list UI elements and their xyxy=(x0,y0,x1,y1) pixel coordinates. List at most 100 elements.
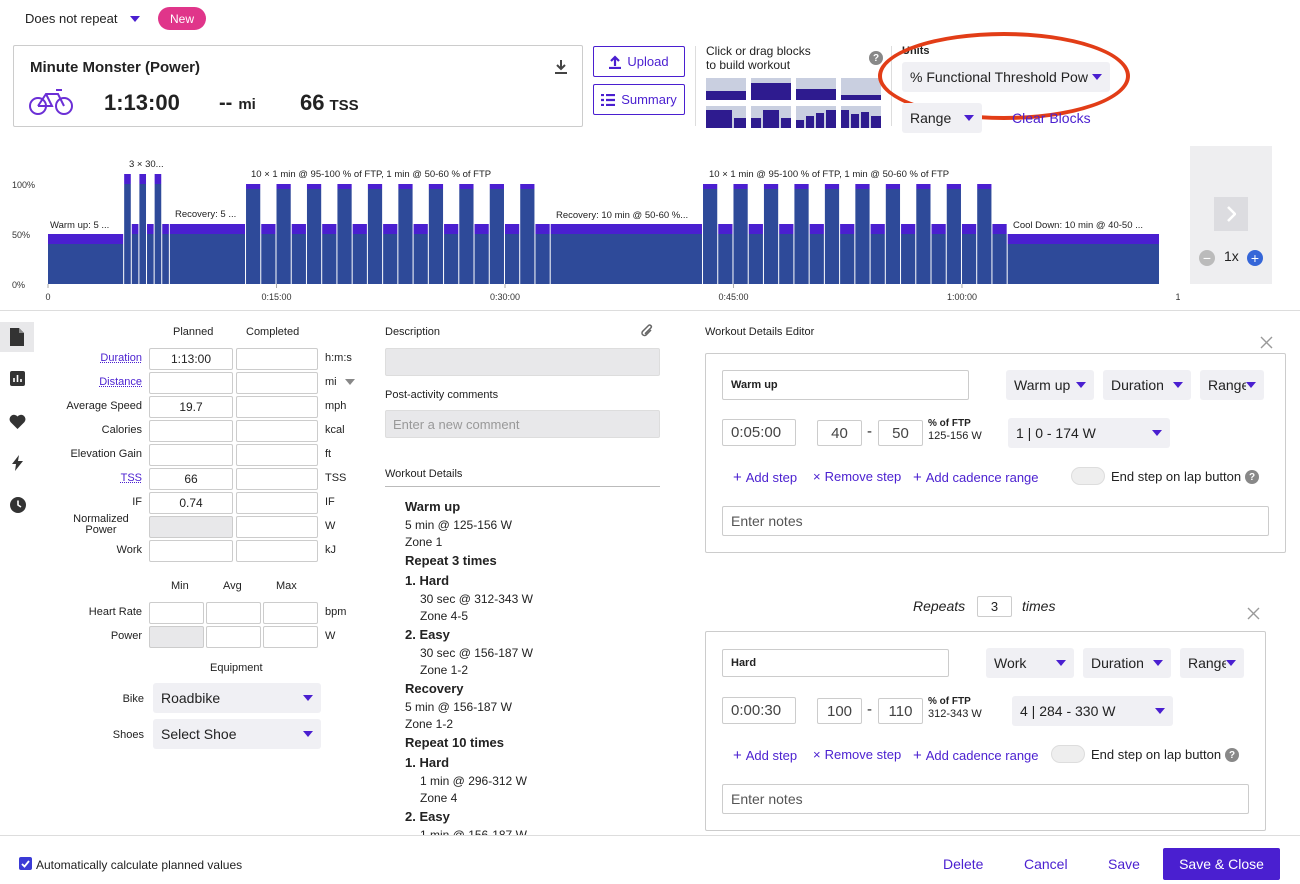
new-badge[interactable]: New xyxy=(158,7,206,30)
power-max-input[interactable] xyxy=(263,626,318,648)
close-icon[interactable] xyxy=(1260,336,1273,349)
repeats-input[interactable]: 3 xyxy=(977,596,1012,617)
step1-remove-step[interactable]: × Remove step xyxy=(813,469,901,484)
completed-input[interactable] xyxy=(236,540,318,562)
step1-name-input[interactable]: Warm up xyxy=(722,370,969,400)
comment-input[interactable]: Enter a new comment xyxy=(385,410,660,438)
block-palette[interactable] xyxy=(706,78,882,128)
step2-notes-input[interactable]: Enter notes xyxy=(722,784,1249,814)
step1-duration-input[interactable]: 0:05:00 xyxy=(722,419,796,446)
planned-input[interactable] xyxy=(149,444,233,466)
cancel-button[interactable]: Cancel xyxy=(1024,856,1068,872)
chart-segment-bar xyxy=(1007,244,1159,284)
planned-input[interactable]: 19.7 xyxy=(149,396,233,418)
heart-icon[interactable] xyxy=(9,414,26,429)
completed-input[interactable] xyxy=(236,348,318,370)
hr-avg-input[interactable] xyxy=(206,602,261,624)
step1-lap-toggle[interactable] xyxy=(1071,467,1105,485)
row-label: Normalized Power xyxy=(73,513,129,536)
help-icon[interactable]: ? xyxy=(1245,470,1259,484)
step1-low-input[interactable]: 40 xyxy=(817,420,862,446)
planned-input[interactable]: 0.74 xyxy=(149,492,233,514)
download-icon[interactable] xyxy=(554,59,568,75)
step2-range-select[interactable]: Range xyxy=(1180,648,1244,678)
lightning-icon[interactable] xyxy=(12,455,23,471)
step1-add-step[interactable]: + Add step xyxy=(733,469,797,486)
clock-icon[interactable] xyxy=(10,497,26,513)
step2-lap-toggle[interactable] xyxy=(1051,745,1085,763)
row-label[interactable]: Distance xyxy=(99,376,142,388)
block-interval-4[interactable] xyxy=(841,106,881,128)
step1-mode-select[interactable]: Duration xyxy=(1103,370,1191,400)
block-interval-2[interactable] xyxy=(706,106,746,128)
range-select[interactable]: Range xyxy=(902,103,982,133)
summary-button[interactable]: Summary xyxy=(593,84,685,115)
planned-input[interactable] xyxy=(149,420,233,442)
block-steady-mid[interactable] xyxy=(796,78,836,100)
row-label[interactable]: Duration xyxy=(100,352,142,364)
step2-duration-input[interactable]: 0:00:30 xyxy=(722,697,796,724)
close-icon[interactable] xyxy=(1247,607,1260,620)
chart-segment-range xyxy=(946,184,961,189)
planned-input[interactable]: 1:13:00 xyxy=(149,348,233,370)
row-label[interactable]: TSS xyxy=(120,472,142,484)
completed-input[interactable] xyxy=(236,516,318,538)
upload-button[interactable]: Upload xyxy=(593,46,685,77)
step1-high-input[interactable]: 50 xyxy=(878,420,923,446)
save-close-button[interactable]: Save & Close xyxy=(1163,848,1280,880)
paperclip-icon[interactable] xyxy=(640,323,654,340)
clear-blocks-link[interactable]: Clear Blocks xyxy=(1012,110,1091,126)
completed-input[interactable] xyxy=(236,444,318,466)
auto-calc-checkbox[interactable] xyxy=(19,857,32,870)
step2-add-step[interactable]: + Add step xyxy=(733,747,797,764)
workout-step-detail: Zone 1-2 xyxy=(405,717,454,731)
step2-remove-step[interactable]: × Remove step xyxy=(813,747,901,762)
zoom-in-button[interactable]: + xyxy=(1247,250,1263,266)
step2-add-cadence[interactable]: + Add cadence range xyxy=(913,747,1039,764)
hr-min-input[interactable] xyxy=(149,602,204,624)
block-steady-min[interactable] xyxy=(841,78,881,100)
completed-input[interactable] xyxy=(236,420,318,442)
block-steady-high[interactable] xyxy=(751,78,791,100)
bike-select[interactable]: Roadbike xyxy=(153,683,321,713)
delete-button[interactable]: Delete xyxy=(943,856,984,872)
row-label: Work xyxy=(116,544,142,556)
chevron-down-icon xyxy=(1173,382,1183,388)
step1-type-select[interactable]: Warm up xyxy=(1006,370,1094,400)
step1-range-select[interactable]: Range xyxy=(1200,370,1264,400)
help-icon[interactable]: ? xyxy=(1225,748,1239,762)
hr-max-input[interactable] xyxy=(263,602,318,624)
step2-high-input[interactable]: 110 xyxy=(878,698,923,724)
step1-notes-input[interactable]: Enter notes xyxy=(722,506,1269,536)
step2-zone-select[interactable]: 4 | 284 - 330 W xyxy=(1012,696,1173,726)
step2-low-input[interactable]: 100 xyxy=(817,698,862,724)
step2-mode-select[interactable]: Duration xyxy=(1083,648,1171,678)
step1-add-cadence[interactable]: + Add cadence range xyxy=(913,469,1039,486)
description-input[interactable] xyxy=(385,348,660,376)
completed-input[interactable] xyxy=(236,372,318,394)
completed-input[interactable] xyxy=(236,492,318,514)
planned-input[interactable] xyxy=(149,372,233,394)
step2-type-select[interactable]: Work xyxy=(986,648,1074,678)
help-icon[interactable]: ? xyxy=(869,51,883,65)
step1-zone-select[interactable]: 1 | 0 - 174 W xyxy=(1008,418,1170,448)
completed-input[interactable] xyxy=(236,396,318,418)
unit-dropdown-icon[interactable] xyxy=(345,379,355,385)
block-interval-3[interactable] xyxy=(751,106,791,128)
workout-chart[interactable]: 100% 50% 0% 0 0:15:00 0:30:00 0:45:00 1:00:00 1:… xyxy=(0,140,1180,310)
chart-icon[interactable] xyxy=(10,371,25,386)
block-steady-low[interactable] xyxy=(706,78,746,100)
completed-input[interactable] xyxy=(236,468,318,490)
power-avg-input[interactable] xyxy=(206,626,261,648)
shoes-select[interactable]: Select Shoe xyxy=(153,719,321,749)
planned-input[interactable] xyxy=(149,540,233,562)
sidebar-item-details[interactable] xyxy=(0,322,34,352)
zoom-out-button[interactable]: − xyxy=(1199,250,1215,266)
planned-input[interactable]: 66 xyxy=(149,468,233,490)
chart-annotation: Recovery: 5 ... xyxy=(175,209,236,220)
step2-name-input[interactable]: Hard xyxy=(722,649,949,677)
save-button[interactable]: Save xyxy=(1108,856,1140,872)
chart-next-button[interactable] xyxy=(1214,197,1248,231)
block-interval-ramp[interactable] xyxy=(796,106,836,128)
repeat-select[interactable]: Does not repeat xyxy=(25,11,140,26)
